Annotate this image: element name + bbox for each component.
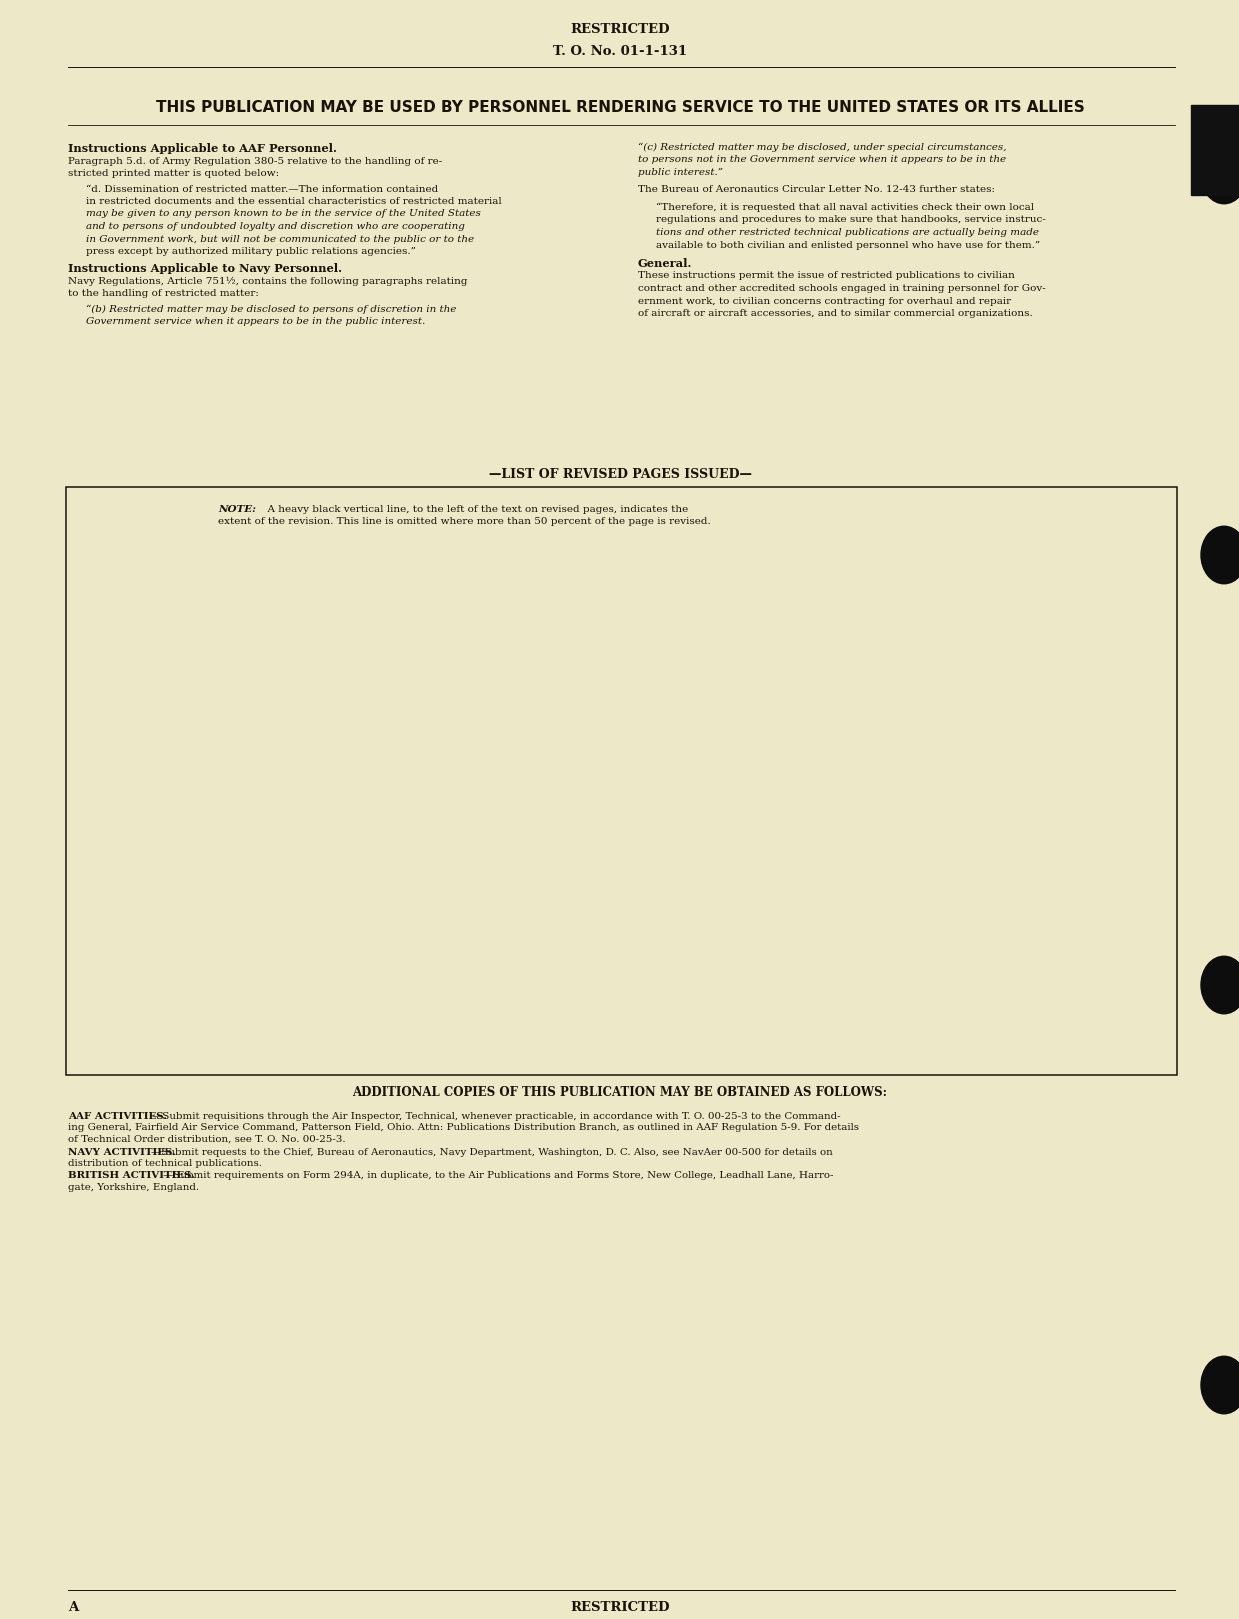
Text: Instructions Applicable to Navy Personnel.: Instructions Applicable to Navy Personne…: [68, 264, 342, 275]
Text: “d. Dissemination of restricted matter.—The information contained: “d. Dissemination of restricted matter.—…: [85, 185, 439, 194]
Text: —Submit requisitions through the Air Inspector, Technical, whenever practicable,: —Submit requisitions through the Air Ins…: [152, 1112, 840, 1120]
Text: ing General, Fairfield Air Service Command, Patterson Field, Ohio. Attn: Publica: ing General, Fairfield Air Service Comma…: [68, 1124, 859, 1133]
Text: “Therefore, it is requested that all naval activities check their own local: “Therefore, it is requested that all nav…: [655, 202, 1035, 212]
Text: “(b) Restricted matter may be disclosed to persons of discretion in the: “(b) Restricted matter may be disclosed …: [85, 304, 456, 314]
Text: Paragraph 5.d. of Army Regulation 380-5 relative to the handling of re-: Paragraph 5.d. of Army Regulation 380-5 …: [68, 157, 442, 165]
Text: in Government work, but will not be communicated to the public or to the: in Government work, but will not be comm…: [85, 235, 475, 243]
Text: AAF ACTIVITIES.: AAF ACTIVITIES.: [68, 1112, 167, 1120]
Text: —Submit requirements on Form 294A, in duplicate, to the Air Publications and For: —Submit requirements on Form 294A, in du…: [164, 1171, 834, 1180]
Text: T. O. No. 01-1-131: T. O. No. 01-1-131: [553, 45, 688, 58]
Ellipse shape: [1201, 1357, 1239, 1413]
Text: gate, Yorkshire, England.: gate, Yorkshire, England.: [68, 1182, 199, 1192]
Ellipse shape: [1201, 146, 1239, 204]
Text: may be given to any person known to be in the service of the United States: may be given to any person known to be i…: [85, 209, 481, 219]
Text: ADDITIONAL COPIES OF THIS PUBLICATION MAY BE OBTAINED AS FOLLOWS:: ADDITIONAL COPIES OF THIS PUBLICATION MA…: [353, 1086, 887, 1099]
Text: public interest.”: public interest.”: [638, 168, 724, 176]
Text: stricted printed matter is quoted below:: stricted printed matter is quoted below:: [68, 168, 279, 178]
Text: contract and other accredited schools engaged in training personnel for Gov-: contract and other accredited schools en…: [638, 283, 1046, 293]
Text: Navy Regulations, Article 751½, contains the following paragraphs relating: Navy Regulations, Article 751½, contains…: [68, 277, 467, 287]
Bar: [1191, 105, 1239, 194]
Text: The Bureau of Aeronautics Circular Letter No. 12-43 further states:: The Bureau of Aeronautics Circular Lette…: [638, 186, 995, 194]
Text: General.: General.: [638, 257, 693, 269]
Text: BRITISH ACTIVITIES.: BRITISH ACTIVITIES.: [68, 1171, 195, 1180]
Text: —LIST OF REVISED PAGES ISSUED—: —LIST OF REVISED PAGES ISSUED—: [488, 468, 751, 481]
Text: Government service when it appears to be in the public interest.: Government service when it appears to be…: [85, 317, 425, 327]
Text: to persons not in the Government service when it appears to be in the: to persons not in the Government service…: [638, 155, 1006, 165]
Text: in restricted documents and the essential characteristics of restricted material: in restricted documents and the essentia…: [85, 198, 502, 206]
Text: RESTRICTED: RESTRICTED: [570, 1601, 670, 1614]
Text: Instructions Applicable to AAF Personnel.: Instructions Applicable to AAF Personnel…: [68, 142, 337, 154]
Text: and to persons of undoubted loyalty and discretion who are cooperating: and to persons of undoubted loyalty and …: [85, 222, 465, 232]
Text: distribution of technical publications.: distribution of technical publications.: [68, 1159, 261, 1169]
Text: “(c) Restricted matter may be disclosed, under special circumstances,: “(c) Restricted matter may be disclosed,…: [638, 142, 1006, 152]
Text: RESTRICTED: RESTRICTED: [570, 24, 670, 37]
Text: —Submit requests to the Chief, Bureau of Aeronautics, Navy Department, Washingto: —Submit requests to the Chief, Bureau of…: [151, 1148, 833, 1158]
Text: to the handling of restricted matter:: to the handling of restricted matter:: [68, 290, 259, 298]
Text: tions and other restricted technical publications are actually being made: tions and other restricted technical pub…: [655, 228, 1040, 236]
Text: press except by authorized military public relations agencies.”: press except by authorized military publ…: [85, 248, 416, 256]
Text: regulations and procedures to make sure that handbooks, service instruc-: regulations and procedures to make sure …: [655, 215, 1046, 225]
Ellipse shape: [1201, 526, 1239, 584]
Text: A: A: [68, 1601, 78, 1614]
Text: NAVY ACTIVITIES.: NAVY ACTIVITIES.: [68, 1148, 176, 1158]
Text: of aircraft or aircraft accessories, and to similar commercial organizations.: of aircraft or aircraft accessories, and…: [638, 309, 1033, 317]
Text: NOTE:: NOTE:: [218, 505, 256, 513]
Text: of Technical Order distribution, see T. O. No. 00-25-3.: of Technical Order distribution, see T. …: [68, 1135, 346, 1145]
Text: A heavy black vertical line, to the left of the text on revised pages, indicates: A heavy black vertical line, to the left…: [261, 505, 688, 513]
Text: available to both civilian and enlisted personnel who have use for them.”: available to both civilian and enlisted …: [655, 241, 1041, 249]
Text: extent of the revision. This line is omitted where more than 50 percent of the p: extent of the revision. This line is omi…: [218, 518, 711, 526]
Ellipse shape: [1201, 957, 1239, 1013]
Bar: [66, 487, 1177, 1075]
Text: These instructions permit the issue of restricted publications to civilian: These instructions permit the issue of r…: [638, 272, 1015, 280]
Text: ernment work, to civilian concerns contracting for overhaul and repair: ernment work, to civilian concerns contr…: [638, 296, 1011, 306]
Text: THIS PUBLICATION MAY BE USED BY PERSONNEL RENDERING SERVICE TO THE UNITED STATES: THIS PUBLICATION MAY BE USED BY PERSONNE…: [156, 99, 1084, 115]
